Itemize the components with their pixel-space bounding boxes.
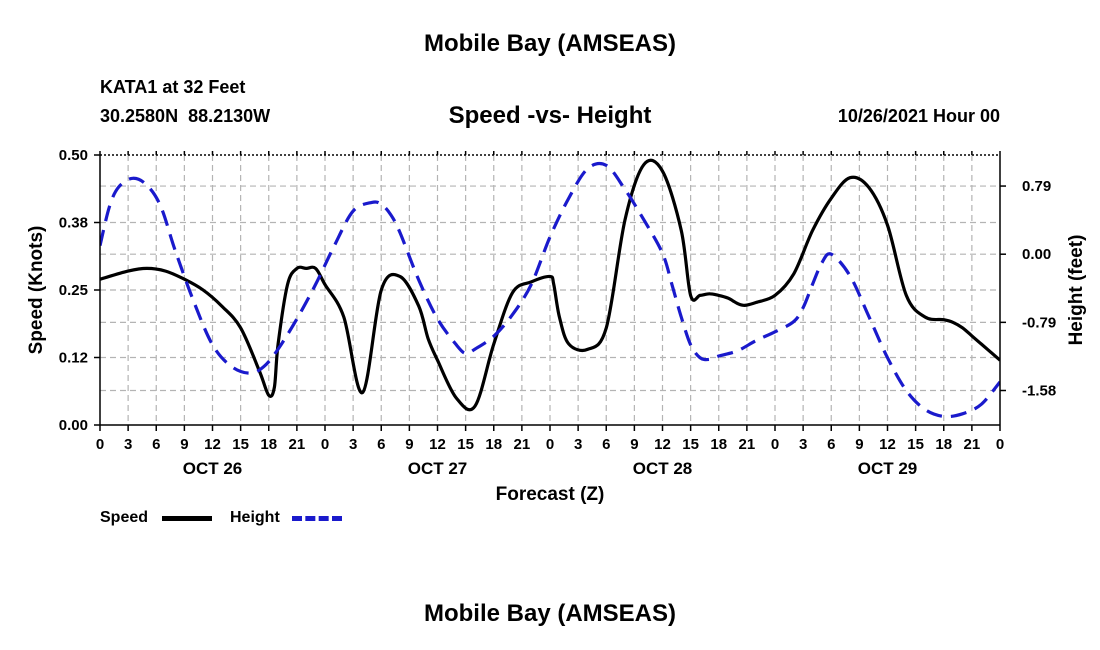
x-tick-label: 3 [799,436,807,453]
legend-speed-label: Speed [100,509,149,526]
x-tick-label: 15 [457,436,474,453]
x-tick-label: 3 [574,436,582,453]
y2-tick-label: -0.79 [1022,314,1056,331]
x-tick-label: 9 [855,436,863,453]
x-tick-label: 0 [996,436,1004,453]
axes [94,151,1006,431]
y-axis-title: Speed (Knots) [26,226,47,355]
y2-tick-label: 0.79 [1022,178,1051,195]
forecast-datetime: 10/26/2021 Hour 00 [837,106,1000,126]
x-axis-title: Forecast (Z) [496,484,605,505]
day-label: OCT 26 [183,459,243,478]
legend-height-swatch [292,516,342,521]
x-tick-label: 18 [485,436,502,453]
series-line-height [100,161,1000,419]
y-tick-label: 0.50 [59,147,88,164]
x-tick-label: 3 [124,436,132,453]
x-tick-label: 3 [349,436,357,453]
x-tick-label: 6 [377,436,385,453]
legend-speed-swatch [162,516,212,521]
x-tick-label: 15 [232,436,249,453]
x-tick-label: 9 [180,436,188,453]
x-tick-label: 18 [710,436,727,453]
x-tick-label: 21 [514,436,531,453]
y-tick-label: 0.38 [59,215,88,232]
x-tick-label: 0 [546,436,554,453]
x-tick-label: 21 [289,436,306,453]
grid-lines [100,155,1000,425]
x-tick-label: 0 [321,436,329,453]
x-tick-label: 6 [152,436,160,453]
x-tick-label: 21 [964,436,981,453]
y-tick-label: 0.25 [59,282,88,299]
y-tick-label: 0.12 [59,350,88,367]
y-tick-label: 0.00 [59,417,88,434]
x-tick-label: 12 [429,436,446,453]
chart-title: Speed -vs- Height [448,102,652,129]
x-tick-label: 12 [879,436,896,453]
x-tick-label: 0 [96,436,104,453]
x-tick-label: 0 [771,436,779,453]
x-tick-label: 21 [739,436,756,453]
x-tick-label: 9 [405,436,413,453]
series-layer [100,158,1000,419]
station-label: KATA1 at 32 Feet [100,77,246,97]
y2-tick-label: -1.58 [1022,382,1056,399]
day-label: OCT 29 [858,459,918,478]
x-tick-label: 6 [602,436,610,453]
x-tick-label: 18 [935,436,952,453]
page-title: Mobile Bay (AMSEAS) [423,30,677,57]
y2-axis-title: Height (feet) [1066,235,1087,346]
footer-title: Mobile Bay (AMSEAS) [423,600,677,627]
x-tick-label: 6 [827,436,835,453]
legend-height-label: Height [230,509,280,526]
day-label: OCT 27 [408,459,468,478]
day-label: OCT 28 [633,459,693,478]
station-coordinates: 30.2580N 88.2130W [100,106,271,126]
x-tick-label: 15 [907,436,924,453]
x-tick-label: 9 [630,436,638,453]
x-tick-label: 15 [682,436,699,453]
x-tick-label: 12 [204,436,221,453]
x-tick-label: 12 [654,436,671,453]
x-tick-label: 18 [260,436,277,453]
axis-labels: 0 3 6 9 12 15 18 21 0 3 6 9 12 15 18 21 0 3 6 9 12 15 18 21 0 3 6 9… [26,147,1087,505]
y2-tick-label: 0.00 [1022,246,1051,263]
